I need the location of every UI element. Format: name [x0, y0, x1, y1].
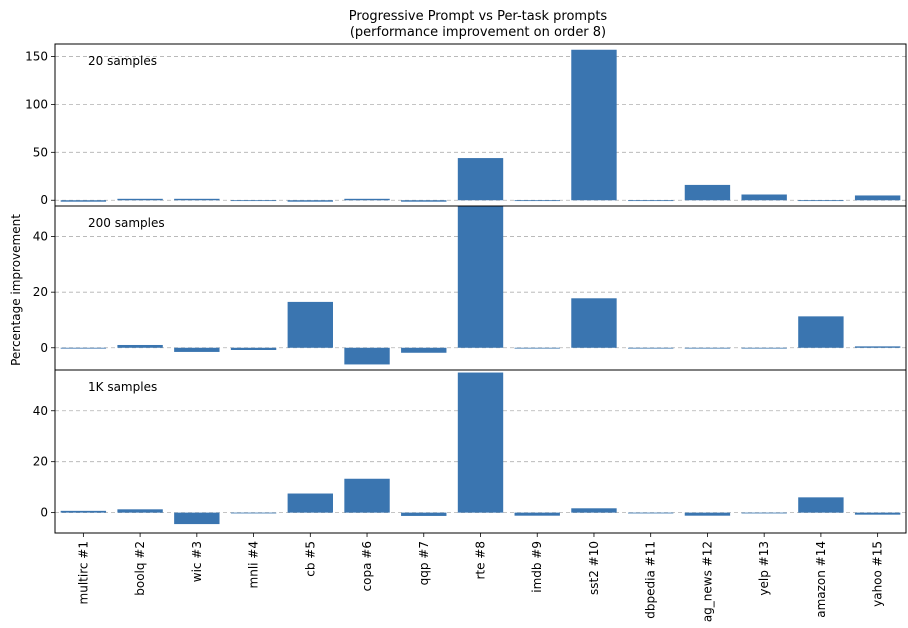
bar-rte-8: [458, 206, 503, 348]
x-tick-label: yelp #13: [757, 541, 771, 596]
bar-rte-8: [458, 373, 503, 513]
bar-yahoo-15: [855, 513, 900, 515]
bar-dbpedia-11: [628, 200, 673, 201]
bar-cb-5: [288, 200, 333, 201]
panel-label: 20 samples: [88, 54, 157, 68]
bar-ag-news-12: [685, 513, 730, 516]
bar-yelp-13: [741, 513, 786, 514]
bar-copa-6: [344, 348, 389, 365]
bar-amazon-14: [798, 316, 843, 347]
y-axis-label: Percentage improvement: [9, 214, 23, 366]
x-tick-label: wic #3: [190, 541, 204, 582]
y-tick-label: 40: [33, 404, 48, 418]
bar-qqp-7: [401, 348, 446, 353]
x-tick-label: cb #5: [303, 541, 317, 577]
x-tick-labels: multirc #1 boolq #2 wic #3 mnli #4 cb #5 copa…: [76, 533, 884, 622]
x-tick-label: amazon #14: [814, 541, 828, 618]
bar-multirc-1: [61, 200, 106, 201]
bar-boolq-2: [117, 345, 162, 348]
bar-qqp-7: [401, 513, 446, 516]
panel-1: 0 50 100 150 20 samples: [25, 44, 906, 207]
y-tick-label: 20: [33, 285, 48, 299]
bar-boolq-2: [117, 509, 162, 512]
bar-ag-news-12: [685, 185, 730, 200]
bar-multirc-1: [61, 511, 106, 513]
bar-amazon-14: [798, 497, 843, 512]
chart-panels: 0 50 100 150 20 samples 0 20 40 200 samples 0 20 40…: [25, 44, 906, 533]
bar-sst2-10: [571, 298, 616, 347]
bar-imdb-9: [515, 200, 560, 201]
bar-qqp-7: [401, 200, 446, 201]
panel-label: 1K samples: [88, 380, 157, 394]
bar-mnli-4: [231, 513, 276, 514]
y-tick-label: 0: [40, 193, 48, 207]
bar-wic-3: [174, 199, 219, 200]
bar-boolq-2: [117, 199, 162, 200]
y-tick-label: 20: [33, 455, 48, 469]
bar-ag-news-12: [685, 348, 730, 349]
bar-amazon-14: [798, 200, 843, 201]
y-tick-label: 50: [33, 145, 48, 159]
bar-copa-6: [344, 479, 389, 513]
x-tick-label: mnli #4: [247, 541, 261, 588]
bar-yahoo-15: [855, 195, 900, 200]
bar-imdb-9: [515, 513, 560, 516]
panel-2: 0 20 40 200 samples: [33, 206, 906, 370]
x-tick-label: sst2 #10: [587, 541, 601, 595]
x-tick-label: boolq #2: [133, 541, 147, 596]
bar-sst2-10: [571, 508, 616, 512]
bar-cb-5: [288, 302, 333, 348]
bar-multirc-1: [61, 348, 106, 349]
y-tick-label: 0: [40, 506, 48, 520]
y-tick-label: 150: [25, 49, 48, 63]
bar-sst2-10: [571, 50, 616, 200]
bar-wic-3: [174, 348, 219, 352]
bar-wic-3: [174, 513, 219, 524]
bar-imdb-9: [515, 348, 560, 349]
x-tick-label: multirc #1: [76, 541, 90, 604]
x-tick-label: ag_news #12: [700, 541, 714, 622]
bar-yelp-13: [741, 194, 786, 200]
y-tick-label: 0: [40, 341, 48, 355]
y-tick-label: 100: [25, 97, 48, 111]
x-tick-label: dbpedia #11: [644, 541, 658, 619]
bar-dbpedia-11: [628, 348, 673, 349]
x-tick-label: qqp #7: [417, 541, 431, 585]
panel-3: 0 20 40 1K samples: [33, 370, 906, 533]
chart-title-line2: (performance improvement on order 8): [350, 25, 606, 40]
chart-title-line1: Progressive Prompt vs Per-task prompts: [349, 9, 608, 24]
x-tick-label: yahoo #15: [871, 541, 885, 607]
x-tick-label: rte #8: [474, 541, 488, 580]
x-tick-label: imdb #9: [530, 541, 544, 593]
bar-mnli-4: [231, 200, 276, 201]
panel-label: 200 samples: [88, 216, 165, 230]
y-tick-label: 40: [33, 230, 48, 244]
x-tick-label: copa #6: [360, 541, 374, 591]
bar-copa-6: [344, 199, 389, 200]
bar-yelp-13: [741, 348, 786, 349]
bar-yahoo-15: [855, 346, 900, 347]
bar-cb-5: [288, 494, 333, 513]
bar-mnli-4: [231, 348, 276, 350]
bar-rte-8: [458, 158, 503, 200]
bar-dbpedia-11: [628, 513, 673, 514]
